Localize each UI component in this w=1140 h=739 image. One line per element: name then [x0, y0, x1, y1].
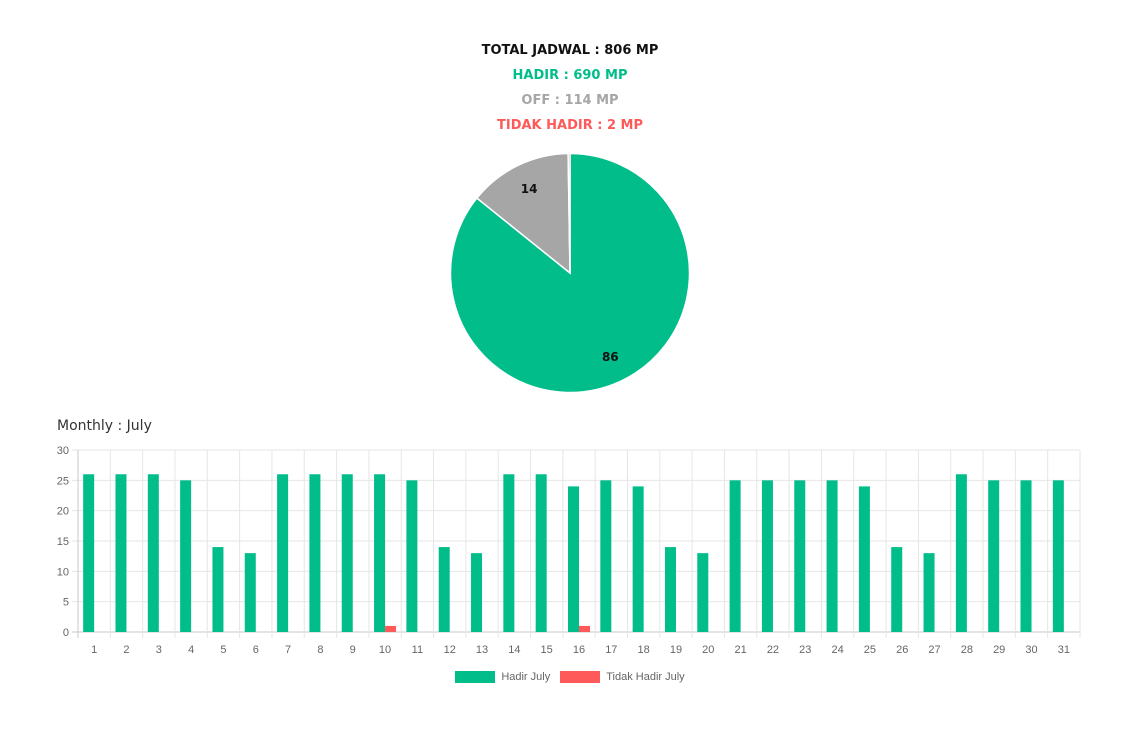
y-tick-label: 20	[57, 506, 69, 518]
y-tick-label: 5	[63, 597, 69, 609]
bar-hadir-16[interactable]	[568, 486, 579, 632]
y-tick-label: 15	[57, 536, 69, 548]
x-tick-label: 16	[573, 644, 585, 656]
bar-hadir-25[interactable]	[858, 486, 870, 632]
hadir-label: HADIR : 690 MP	[512, 68, 628, 83]
bar-hadir-28[interactable]	[955, 474, 967, 632]
bar-hadir-21[interactable]	[729, 480, 741, 632]
bar-hadir-15[interactable]	[535, 474, 547, 632]
x-tick-label: 4	[188, 644, 194, 656]
pie-slice-0[interactable]	[449, 152, 691, 394]
bar-hadir-18[interactable]	[632, 486, 644, 632]
bar-hadir-22[interactable]	[761, 480, 773, 632]
x-tick-label: 2	[123, 644, 129, 656]
legend-label-hadir: Hadir July	[501, 671, 551, 683]
x-tick-label: 27	[928, 644, 940, 656]
monthly-title: Monthly : July	[57, 418, 152, 434]
x-tick-label: 15	[541, 644, 553, 656]
bar-hadir-3[interactable]	[147, 474, 159, 632]
total-jadwal-label: TOTAL JADWAL : 806 MP	[481, 43, 659, 58]
bar-hadir-5[interactable]	[212, 547, 224, 632]
legend-swatch-tidak-hadir	[560, 671, 601, 683]
bar-hadir-17[interactable]	[600, 480, 612, 632]
x-tick-label: 10	[379, 644, 391, 656]
x-tick-label: 17	[605, 644, 617, 656]
x-tick-label: 11	[412, 644, 423, 656]
bar-hadir-9[interactable]	[341, 474, 353, 632]
x-tick-label: 13	[476, 644, 488, 656]
bar-hadir-24[interactable]	[826, 480, 838, 632]
bar-hadir-8[interactable]	[309, 474, 321, 632]
y-tick-label: 30	[57, 445, 69, 457]
x-tick-label: 29	[993, 644, 1005, 656]
pie-chart[interactable]: 86 14	[445, 148, 695, 398]
x-tick-label: 26	[896, 644, 908, 656]
pie-slice-1[interactable]	[475, 152, 571, 275]
x-tick-label: 25	[864, 644, 876, 656]
bar-hadir-14[interactable]	[503, 474, 515, 632]
x-tick-label: 31	[1058, 644, 1070, 656]
bar-hadir-20[interactable]	[697, 553, 709, 632]
x-tick-label: 21	[734, 644, 746, 656]
bar-hadir-29[interactable]	[988, 480, 1000, 632]
legend-label-tidak-hadir: Tidak Hadir July	[606, 671, 685, 683]
x-tick-label: 14	[508, 644, 520, 656]
bar-hadir-26[interactable]	[891, 547, 903, 632]
bar-hadir-30[interactable]	[1020, 480, 1032, 632]
off-label: OFF : 114 MP	[521, 93, 619, 108]
pie-label-0: 86	[602, 350, 619, 364]
x-tick-label: 18	[638, 644, 650, 656]
bar-hadir-7[interactable]	[277, 474, 289, 632]
pie-slice-2[interactable]	[567, 152, 571, 274]
x-tick-label: 30	[1025, 644, 1037, 656]
legend-item-hadir[interactable]: Hadir July	[455, 671, 550, 683]
legend-item-tidak-hadir[interactable]: Tidak Hadir July	[560, 671, 685, 683]
x-tick-label: 3	[156, 644, 162, 656]
x-tick-label: 12	[444, 644, 456, 656]
y-tick-label: 0	[63, 627, 69, 639]
x-tick-label: 20	[702, 644, 714, 656]
y-tick-label: 10	[57, 566, 69, 578]
x-tick-label: 1	[91, 644, 97, 656]
bar-hadir-11[interactable]	[406, 480, 418, 632]
bar-hadir-12[interactable]	[438, 547, 450, 632]
bar-hadir-10[interactable]	[374, 474, 386, 632]
x-tick-label: 28	[961, 644, 973, 656]
legend-swatch-hadir	[455, 671, 496, 683]
bar-hadir-6[interactable]	[244, 553, 256, 632]
x-tick-label: 5	[220, 644, 226, 656]
x-tick-label: 24	[831, 644, 843, 656]
pie-label-1: 14	[521, 182, 538, 196]
bar-legend: Hadir July Tidak Hadir July	[0, 671, 1140, 683]
x-tick-label: 19	[670, 644, 682, 656]
x-tick-label: 22	[767, 644, 779, 656]
bar-hadir-27[interactable]	[923, 553, 935, 632]
bar-hadir-4[interactable]	[180, 480, 192, 632]
x-tick-label: 9	[350, 644, 356, 656]
bar-hadir-13[interactable]	[471, 553, 483, 632]
bar-hadir-19[interactable]	[664, 547, 676, 632]
bar-hadir-2[interactable]	[115, 474, 127, 632]
bar-tidak-hadir-16[interactable]	[579, 625, 590, 632]
tidak-hadir-label: TIDAK HADIR : 2 MP	[496, 118, 644, 133]
bar-hadir-1[interactable]	[83, 474, 95, 632]
x-tick-label: 8	[317, 644, 323, 656]
x-tick-label: 7	[285, 644, 291, 656]
y-tick-label: 25	[57, 475, 69, 487]
bar-hadir-23[interactable]	[794, 480, 806, 632]
bar-tidak-hadir-10[interactable]	[385, 625, 397, 632]
bar-hadir-31[interactable]	[1052, 480, 1064, 632]
x-tick-label: 6	[253, 644, 259, 656]
x-tick-label: 23	[799, 644, 811, 656]
